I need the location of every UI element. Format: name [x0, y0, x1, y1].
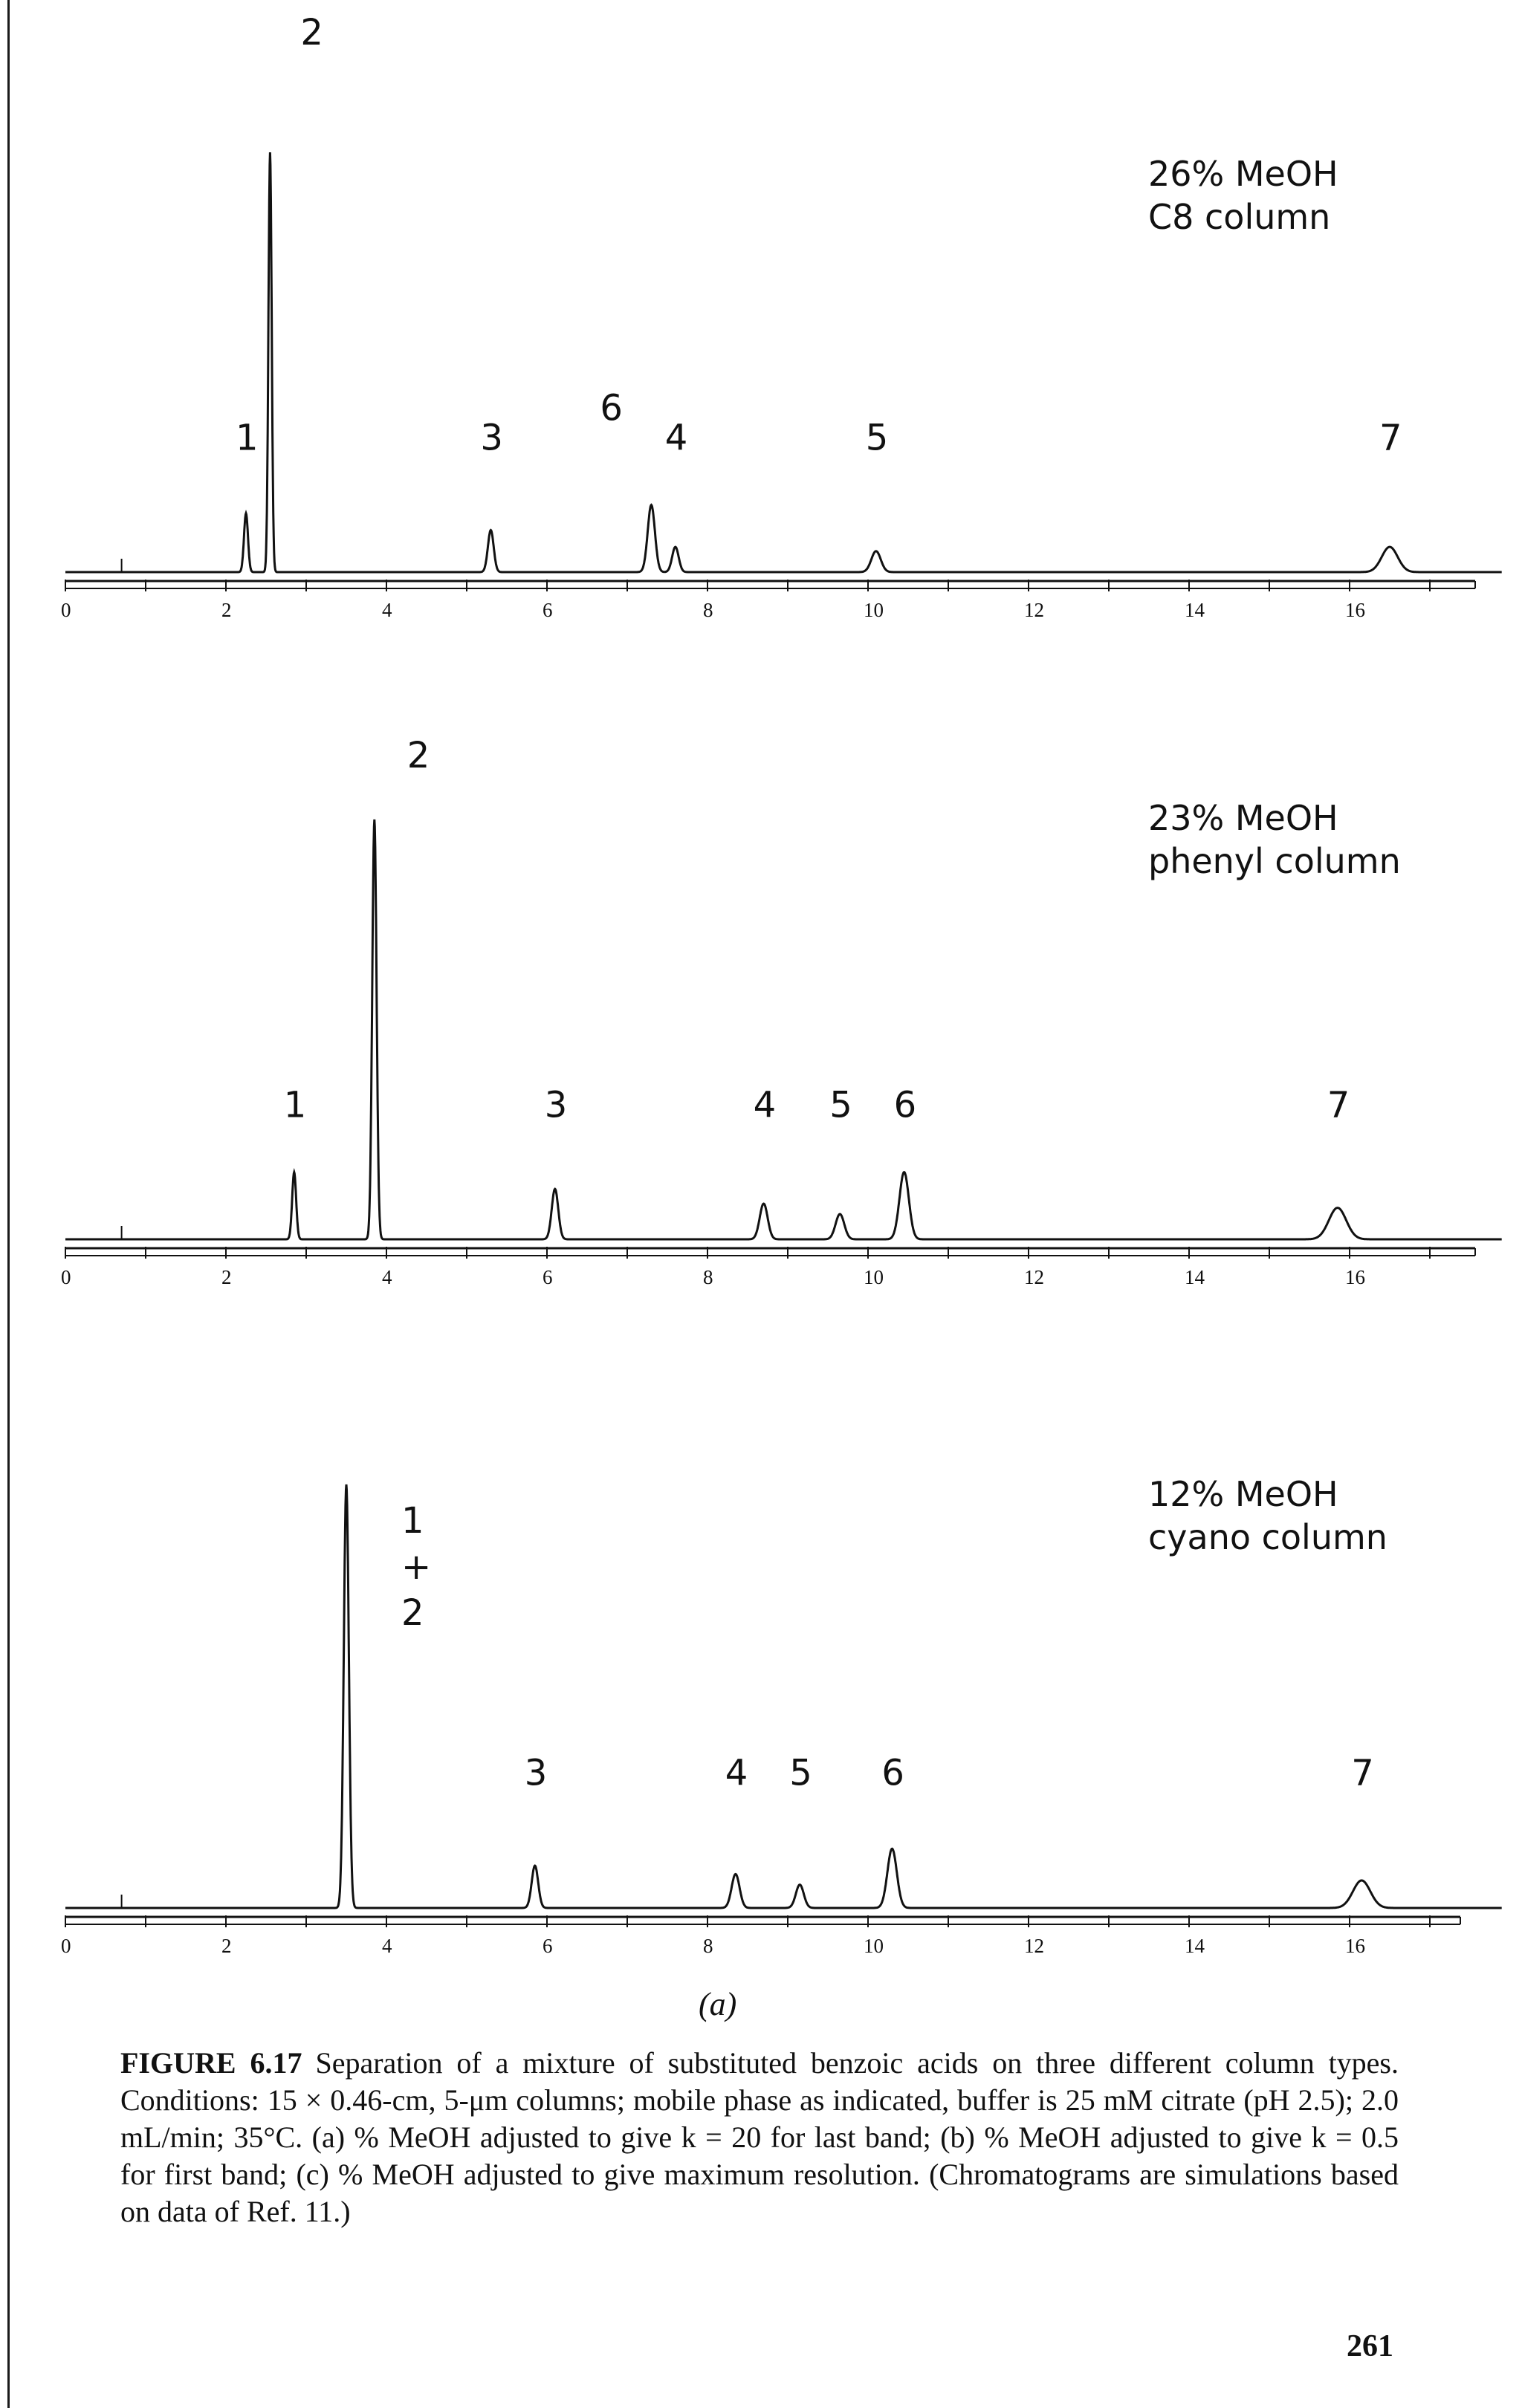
- peak-label: 2: [300, 12, 323, 53]
- x-tick-label: 0: [61, 599, 71, 621]
- x-tick-label: 10: [864, 599, 884, 621]
- x-tick-label: 6: [543, 599, 553, 621]
- x-tick-label: 16: [1345, 599, 1365, 621]
- condition-label: 12% MeOH: [1148, 1474, 1338, 1514]
- page-number: 261: [1347, 2329, 1393, 2363]
- x-tick-label: 2: [221, 1266, 232, 1288]
- peak-label: 5: [789, 1753, 812, 1794]
- x-tick-label: 12: [1024, 599, 1044, 621]
- x-tick-label: 4: [382, 599, 392, 621]
- condition-label: phenyl column: [1148, 841, 1401, 881]
- x-tick-label: 2: [221, 599, 232, 621]
- x-tick-label: 0: [61, 1266, 71, 1288]
- x-tick-label: 12: [1024, 1935, 1044, 1957]
- x-tick-label: 6: [543, 1935, 553, 1957]
- x-tick-label: 14: [1185, 1266, 1205, 1288]
- peak-label: 1: [284, 1085, 307, 1126]
- peak-label: 4: [725, 1753, 748, 1794]
- panel-tag: (a): [699, 1986, 737, 2022]
- chromatogram-trace: [65, 1484, 1502, 1909]
- condition-label: 26% MeOH: [1148, 154, 1338, 194]
- page-edge-rule: [7, 0, 10, 2408]
- peak-label: 2: [401, 1592, 424, 1634]
- x-tick-label: 4: [382, 1935, 392, 1957]
- peak-label: 3: [545, 1085, 568, 1126]
- peak-label: 6: [894, 1085, 917, 1126]
- x-tick-label: 10: [864, 1935, 884, 1957]
- x-tick-label: 10: [864, 1266, 884, 1288]
- x-tick-label: 8: [703, 1266, 713, 1288]
- x-tick-label: 12: [1024, 1266, 1044, 1288]
- peak-label: +: [401, 1546, 431, 1588]
- peak-label: 3: [525, 1753, 548, 1794]
- condition-label: 23% MeOH: [1148, 798, 1338, 838]
- figure-caption: FIGURE 6.17 Separation of a mixture of su…: [120, 2045, 1399, 2230]
- x-tick-label: 6: [543, 1266, 553, 1288]
- peak-label: 7: [1379, 418, 1402, 459]
- peak-label: 4: [754, 1085, 777, 1126]
- x-tick-label: 16: [1345, 1266, 1365, 1288]
- caption-text: Separation of a mixture of substituted b…: [120, 2046, 1399, 2228]
- x-tick-label: 0: [61, 1935, 71, 1957]
- peak-label: 5: [866, 418, 889, 459]
- condition-label: C8 column: [1148, 197, 1330, 237]
- peak-label: 6: [600, 388, 623, 429]
- peak-label: 1: [401, 1500, 424, 1542]
- chromatogram-trace: [65, 152, 1502, 574]
- x-tick-label: 14: [1185, 1935, 1205, 1957]
- x-tick-label: 14: [1185, 599, 1205, 621]
- peak-label: 7: [1327, 1085, 1350, 1126]
- chromatogram-trace: [65, 819, 1502, 1241]
- x-tick-label: 8: [703, 1935, 713, 1957]
- peak-label: 4: [665, 418, 688, 459]
- condition-label: cyano column: [1148, 1517, 1387, 1557]
- x-tick-label: 4: [382, 1266, 392, 1288]
- peak-label: 2: [407, 735, 430, 776]
- x-tick-label: 2: [221, 1935, 232, 1957]
- peak-label: 5: [829, 1085, 852, 1126]
- peak-label: 3: [480, 418, 503, 459]
- figure-number: FIGURE 6.17: [120, 2046, 302, 2080]
- x-tick-label: 16: [1345, 1935, 1365, 1957]
- peak-label: 7: [1351, 1753, 1374, 1794]
- peak-label: 6: [881, 1753, 904, 1794]
- peak-label: 1: [236, 418, 259, 459]
- x-tick-label: 8: [703, 599, 713, 621]
